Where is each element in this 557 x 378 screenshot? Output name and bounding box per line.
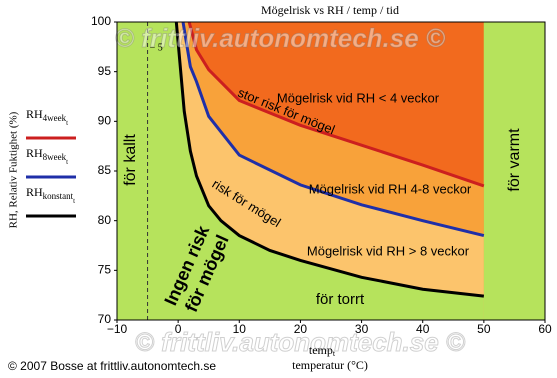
legend-sub: 8week [43,152,67,162]
legend-sub: konstant [43,191,74,201]
annotations: © frittliv.autonomtech.se © © frittliv.a… [114,22,523,357]
plot-area [117,22,545,320]
x-tick-label: −10 [107,322,128,336]
legend-name: RH [26,107,43,121]
x-tick-label: 20 [294,322,308,336]
annotation: Mögelrisk vid RH > 8 veckor [307,243,470,258]
legend-label: RH4weekt [26,107,68,127]
x-tick-label: 10 [233,322,247,336]
x-tick-label: 30 [355,322,369,336]
annotation: för kallt [122,134,139,186]
legend-label: RH8weekt [26,146,68,166]
y-tick-label: 75 [98,263,112,277]
legend-name: RH [26,185,43,199]
annotation: för varmt [506,128,523,192]
line [187,22,485,188]
x-axis-label: tempt [309,343,336,358]
line [174,22,485,298]
x-axis-label-sub: t [333,349,336,358]
x-axis-label: temperatur (°C) [292,358,368,372]
line [181,22,485,238]
legend-subsub: t [73,197,75,205]
x-tick-label: 0 [175,322,182,336]
y-tick-label: 100 [91,14,111,28]
plot-layer [117,22,545,320]
annotation: Mögelrisk vid RH 4-8 veckor [309,181,472,196]
copyright: © 2007 Bosse at frittliv.autonomtech.se [8,359,216,373]
plot-frame [116,21,546,321]
y-tick-label: 85 [98,163,112,177]
zone [117,22,484,320]
x-axis-label-main: temp [309,343,333,357]
zone [483,22,545,320]
y-axis-label: RH, Relativ Fuktighet (%) [8,111,20,228]
annotation: för torrt [316,291,365,308]
y-tick-label: 70 [98,312,112,326]
y-tick-label: 90 [98,114,112,128]
x-tick-label: 60 [538,322,552,336]
annotation: Mögelrisk vid RH < 4 veckor [277,90,440,105]
y-tick-label: 95 [98,64,112,78]
legend-name: RH [26,146,43,160]
legend-sub: 4week [43,113,67,123]
legend-label: RHkonstantt [26,185,75,205]
legend-subsub: t [66,158,68,166]
chart-title: Mögelrisk vs RH / temp / tid [261,3,399,17]
marker-label: − 5 [150,42,163,53]
watermark: © frittliv.autonomtech.se © [115,23,446,53]
watermark: © frittliv.autonomtech.se © [135,327,466,357]
x-tick-label: 40 [416,322,430,336]
legend-subsub: t [66,119,68,127]
x-tick-label: 50 [477,322,491,336]
y-tick-label: 80 [98,213,112,227]
